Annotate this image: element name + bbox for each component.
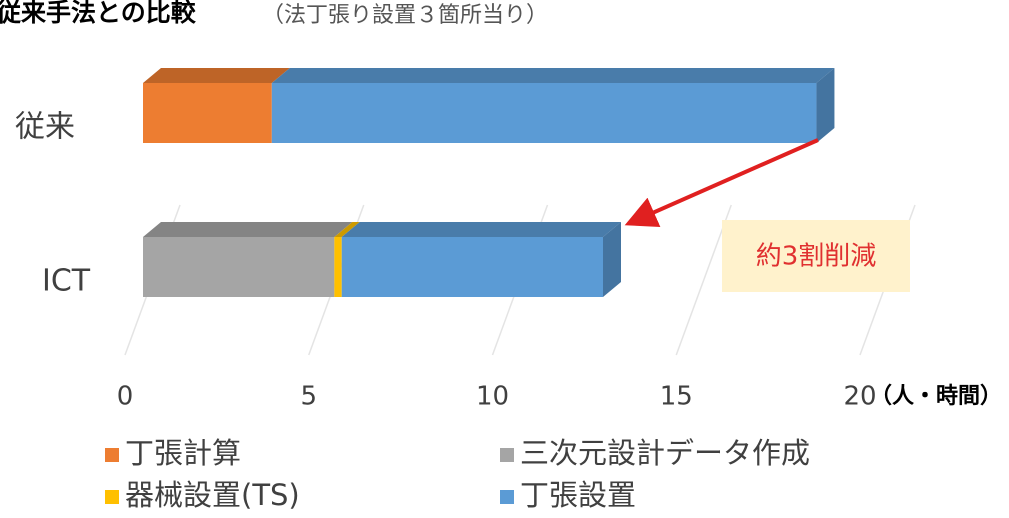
- legend-label: 丁張設置: [520, 478, 636, 512]
- bar-end: [816, 68, 835, 143]
- legend-swatch: [500, 490, 514, 504]
- annotation-box: [722, 220, 910, 292]
- legend-label: 丁張計算: [125, 436, 241, 470]
- bar-top: [143, 68, 290, 83]
- bar: [143, 237, 335, 297]
- bar-top: [334, 222, 360, 237]
- legend-label: 三次元設計データ作成: [520, 436, 810, 470]
- bar: [271, 83, 817, 143]
- bar: [334, 237, 342, 297]
- x-tick-label: 5: [300, 382, 317, 412]
- x-tick-label: 0: [117, 382, 134, 412]
- y-tick-label: 従来: [15, 110, 75, 145]
- x-tick-label: 20: [843, 382, 876, 412]
- y-tick-label: ICT: [42, 264, 91, 299]
- bar-top: [341, 222, 621, 237]
- arrow: [624, 138, 819, 227]
- legend-swatch: [105, 448, 119, 462]
- x-tick-label: 15: [660, 382, 693, 412]
- bar: [341, 237, 603, 297]
- bar-top: [271, 68, 835, 83]
- chart-title: 従来手法との比較: [0, 0, 197, 27]
- bar: [143, 83, 272, 143]
- x-axis-label: （人・時間）: [870, 384, 1002, 409]
- x-tick-label: 10: [476, 382, 509, 412]
- bar-end: [603, 222, 621, 297]
- legend-label: 器械設置(TS): [125, 478, 300, 512]
- legend-swatch: [500, 448, 514, 462]
- annotation: 約3割削減: [756, 242, 877, 272]
- chart-subtitle: （法丁張り設置３箇所当り）: [262, 3, 548, 28]
- legend-swatch: [105, 490, 119, 504]
- bar-top: [143, 222, 353, 237]
